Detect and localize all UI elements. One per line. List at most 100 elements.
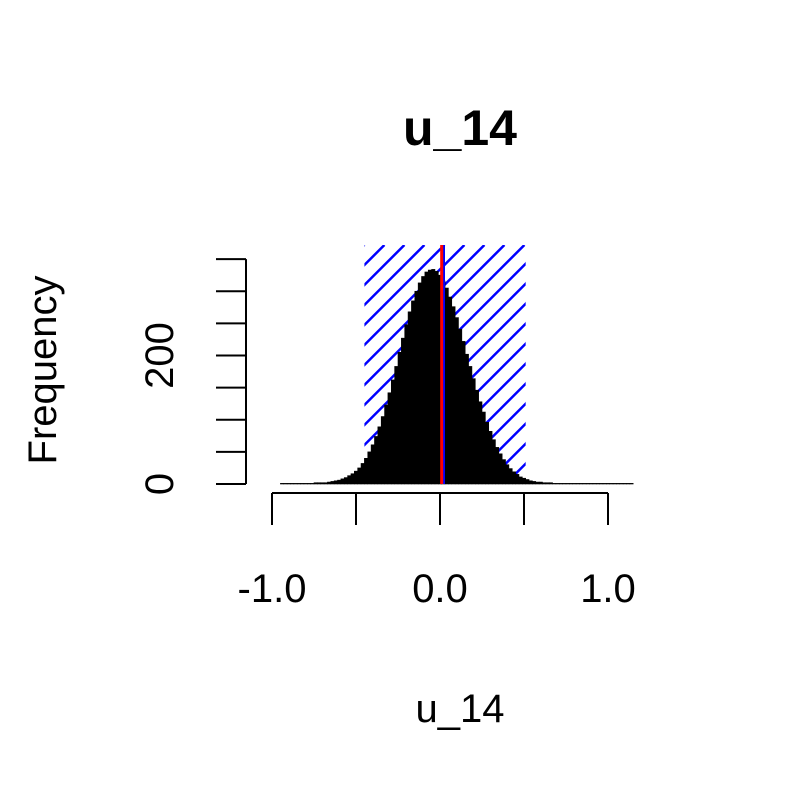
histogram-bar [535, 481, 540, 485]
histogram-bar [464, 353, 469, 485]
hatch-line [364, 244, 506, 387]
histogram-bar [370, 444, 375, 485]
histogram-bar [582, 483, 587, 485]
histogram-bar [562, 483, 567, 485]
histogram-bar [296, 483, 301, 485]
histogram-bar [481, 411, 486, 485]
hatch-line [504, 461, 526, 484]
y-axis-label: Frequency [21, 276, 65, 465]
histogram-bar [471, 378, 476, 485]
x-axis: -1.0 0.0 1.0 [238, 492, 636, 611]
histogram-bar [357, 467, 362, 485]
hatch-line [705, 245, 800, 484]
histogram-bar [300, 483, 305, 485]
hatch-line [665, 245, 800, 484]
histogram-bar [515, 474, 520, 485]
x-axis-label: u_14 [416, 687, 505, 731]
histogram-bars [280, 269, 634, 485]
histogram-bar [585, 483, 590, 485]
histogram-bar [306, 483, 311, 485]
histogram-bar [293, 483, 298, 485]
histogram-bar [488, 431, 493, 485]
histogram-bar [380, 416, 385, 485]
histogram-bar [444, 287, 449, 485]
x-tick-label: 1.0 [580, 567, 636, 611]
histogram-bar [317, 482, 322, 485]
histogram-bar [414, 290, 419, 485]
histogram-bar [340, 478, 345, 485]
histogram-bar [629, 483, 634, 485]
histogram-bar [525, 479, 530, 485]
histogram-bar [619, 483, 624, 485]
histogram-bar [434, 271, 439, 485]
histogram-bar [404, 324, 409, 485]
y-tick-label: 0 [138, 473, 182, 495]
histogram-bar [575, 483, 580, 485]
histogram-bar [468, 366, 473, 485]
histogram-bar [555, 483, 560, 485]
histogram-bar [448, 296, 453, 485]
hatch-line [364, 244, 426, 307]
hatch-line [725, 245, 800, 484]
histogram-bar [280, 483, 285, 485]
histogram-bar [397, 351, 402, 485]
histogram-bar [508, 468, 513, 485]
hatch-line [565, 245, 800, 484]
histogram-bar [323, 482, 328, 485]
histogram-bar [461, 341, 466, 485]
histogram-bar [333, 480, 338, 485]
histogram-bar [407, 311, 412, 485]
histogram-bar [612, 483, 617, 485]
histogram-bar [451, 306, 456, 485]
histogram-bar [552, 483, 557, 485]
histogram-bar [495, 447, 500, 485]
histogram-bar [330, 481, 335, 485]
histogram-bar [290, 483, 295, 485]
hatch-line [605, 245, 800, 484]
histogram-bar [592, 483, 597, 485]
y-tick-label: 200 [138, 322, 182, 389]
hatch-line [645, 245, 800, 484]
chart-title: u_14 [403, 100, 517, 156]
histogram-bar [313, 482, 318, 485]
histogram-bar [327, 481, 332, 485]
histogram-bar [286, 483, 291, 485]
histogram-bar [343, 477, 348, 485]
histogram-bar [595, 483, 600, 485]
histogram-bar [622, 483, 627, 485]
histogram-bar [532, 481, 537, 485]
histogram-bar [602, 483, 607, 485]
histogram-bar [565, 483, 570, 485]
histogram-bar [501, 459, 506, 485]
histogram-bar [545, 482, 550, 485]
histogram-bar [485, 422, 490, 485]
histogram-bar [478, 401, 483, 485]
histogram-bar [401, 337, 406, 485]
histogram-bar [417, 282, 422, 485]
histogram-bar [364, 457, 369, 485]
histogram-bar [518, 476, 523, 485]
histogram-bar [626, 483, 631, 485]
histogram-bar [454, 317, 459, 485]
histogram-bar [505, 464, 510, 485]
histogram-bar [390, 379, 395, 485]
histogram-bar [511, 471, 516, 485]
histogram-bar [377, 426, 382, 485]
histogram-bar [572, 483, 577, 485]
histogram-bar [337, 479, 342, 485]
hatch-line [745, 245, 800, 484]
hatch-line [545, 245, 784, 484]
histogram-bar [411, 300, 416, 485]
histogram-bar [421, 276, 426, 485]
histogram-bar [589, 483, 594, 485]
histogram-bar [374, 436, 379, 485]
histogram-bar [599, 483, 604, 485]
y-axis: 0 200 [138, 258, 247, 495]
hatch-line [585, 245, 800, 484]
histogram-bar [310, 483, 315, 485]
histogram-bar [606, 483, 610, 485]
histogram-bar [424, 271, 429, 485]
x-tick-label: 0.0 [412, 567, 468, 611]
histogram-bar [360, 463, 365, 485]
